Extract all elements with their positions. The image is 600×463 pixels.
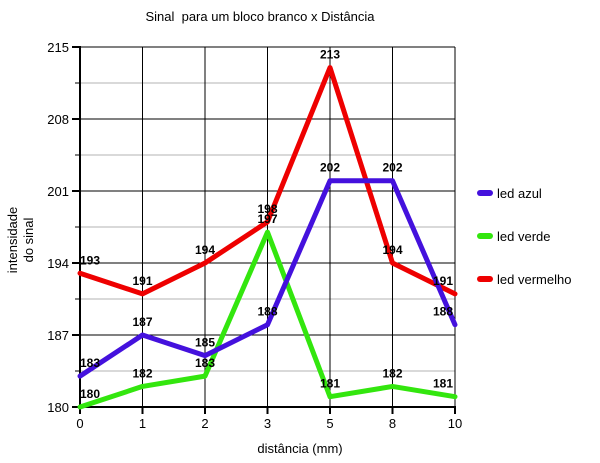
legend-item-led-verde: led verde bbox=[477, 228, 571, 244]
series-line-led-vermelho bbox=[77, 65, 458, 297]
data-label-led-azul-5: 202 bbox=[320, 161, 340, 175]
data-label-led-azul-1: 187 bbox=[132, 315, 152, 329]
data-label-led-vermelho-2: 194 bbox=[195, 243, 215, 257]
x-tick-label-10: 10 bbox=[448, 416, 462, 431]
series-line-led-verde bbox=[77, 229, 458, 410]
data-label-led-vermelho-3: 198 bbox=[257, 202, 277, 216]
data-label-led-azul-0: 183 bbox=[80, 356, 100, 370]
x-tick-label-3: 3 bbox=[264, 416, 271, 431]
data-label-led-vermelho-10: 191 bbox=[433, 274, 453, 288]
x-tick-label-1: 1 bbox=[139, 416, 146, 431]
legend-item-led-vermelho: led vermelho bbox=[477, 271, 571, 287]
x-tick-label-2: 2 bbox=[201, 416, 208, 431]
chart-title: Sinal para um bloco branco x Distância bbox=[145, 9, 375, 24]
y-tick-label-187: 187 bbox=[47, 328, 69, 343]
y-tick-label-208: 208 bbox=[47, 112, 69, 127]
legend-marker-led-verde bbox=[477, 233, 493, 239]
data-label-led-verde-2: 183 bbox=[195, 356, 215, 370]
data-label-led-vermelho-0: 193 bbox=[80, 253, 100, 267]
data-label-led-verde-0: 180 bbox=[80, 387, 100, 401]
x-tick-label-0: 0 bbox=[76, 416, 83, 431]
y-tick-label-201: 201 bbox=[47, 184, 69, 199]
legend-item-led-azul: led azul bbox=[477, 185, 571, 201]
y-tick-label-215: 215 bbox=[47, 40, 69, 55]
legend-label-led-azul: led azul bbox=[497, 185, 542, 201]
data-label-led-verde-10: 181 bbox=[433, 377, 453, 391]
y-tick-label-194: 194 bbox=[47, 256, 69, 271]
data-label-led-verde-1: 182 bbox=[132, 366, 152, 380]
x-axis-title: distância (mm) bbox=[257, 441, 343, 456]
legend-marker-led-vermelho bbox=[477, 276, 493, 282]
data-label-led-vermelho-1: 191 bbox=[132, 274, 152, 288]
series-line-led-azul bbox=[77, 178, 458, 379]
data-label-led-azul-10: 188 bbox=[433, 305, 453, 319]
x-tick-label-8: 8 bbox=[389, 416, 396, 431]
data-label-led-azul-8: 202 bbox=[382, 161, 402, 175]
data-label-led-azul-2: 185 bbox=[195, 336, 215, 350]
legend: led azul led verde led vermelho bbox=[477, 185, 571, 314]
legend-label-led-vermelho: led vermelho bbox=[497, 271, 572, 287]
legend-label-led-verde: led verde bbox=[497, 228, 551, 244]
data-label-led-verde-3: 197 bbox=[257, 212, 277, 226]
data-label-led-azul-3: 188 bbox=[257, 305, 277, 319]
data-label-led-vermelho-5: 213 bbox=[320, 48, 340, 62]
x-tick-label-5: 5 bbox=[326, 416, 333, 431]
data-label-led-verde-8: 182 bbox=[382, 366, 402, 380]
legend-marker-led-azul bbox=[477, 190, 493, 196]
data-label-led-verde-5: 181 bbox=[320, 377, 340, 391]
y-tick-label-180: 180 bbox=[47, 400, 69, 415]
data-label-led-vermelho-8: 194 bbox=[382, 243, 402, 257]
